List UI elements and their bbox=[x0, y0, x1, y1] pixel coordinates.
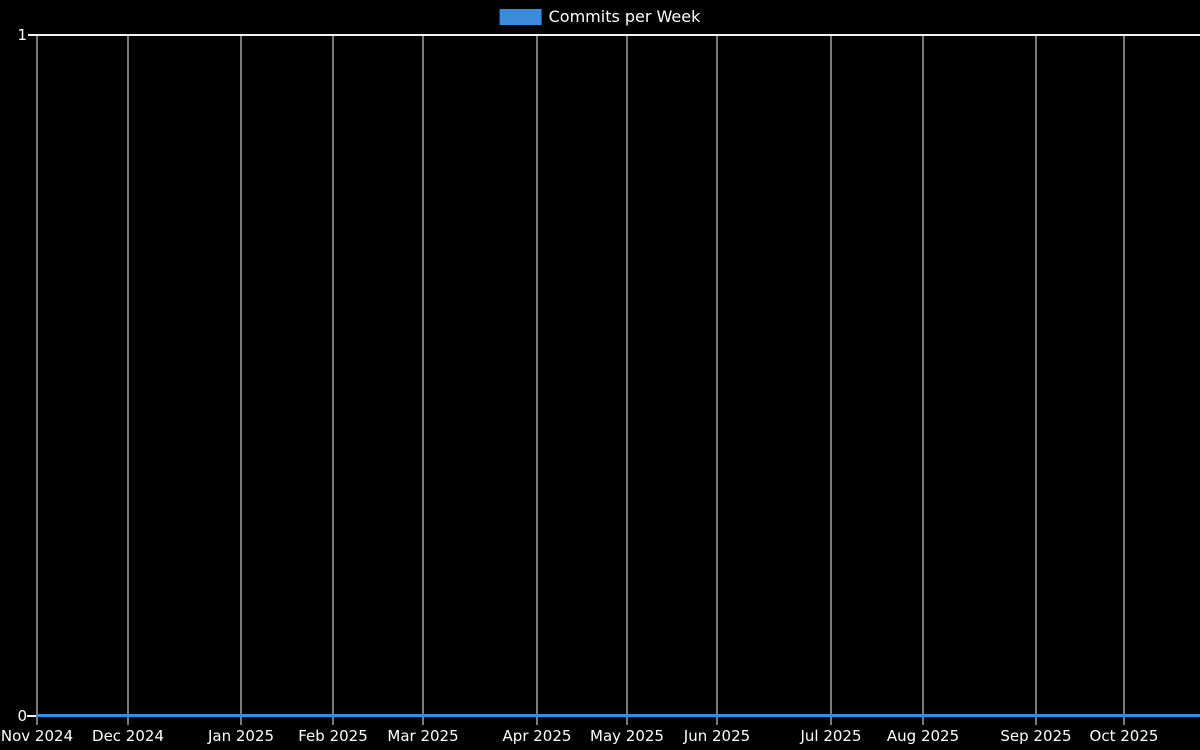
x-tick-label: Sep 2025 bbox=[1000, 727, 1072, 745]
x-gridline bbox=[536, 35, 538, 725]
x-tick-label: Jun 2025 bbox=[683, 727, 751, 745]
series-line-commits-per-week bbox=[36, 714, 1200, 717]
x-gridline bbox=[716, 35, 718, 725]
x-gridline bbox=[626, 35, 628, 725]
y-zero-tick bbox=[27, 715, 37, 717]
x-gridline bbox=[240, 35, 242, 725]
x-tick-label: Jan 2025 bbox=[207, 727, 275, 745]
chart-legend[interactable]: Commits per Week bbox=[499, 7, 701, 26]
legend-swatch-icon bbox=[499, 9, 542, 25]
x-gridline bbox=[922, 35, 924, 725]
x-tick-label: Feb 2025 bbox=[298, 727, 368, 745]
legend-label: Commits per Week bbox=[548, 7, 701, 26]
x-gridline bbox=[1035, 35, 1037, 725]
x-tick-label: May 2025 bbox=[590, 727, 664, 745]
x-gridline bbox=[1123, 35, 1125, 725]
x-tick-label: Jul 2025 bbox=[800, 727, 862, 745]
x-gridline bbox=[422, 35, 424, 725]
y-gridline-top bbox=[28, 34, 1200, 36]
y-tick-label: 1 bbox=[17, 26, 27, 44]
x-gridline bbox=[36, 35, 38, 725]
x-tick-label: Oct 2025 bbox=[1089, 727, 1159, 745]
x-tick-label: Apr 2025 bbox=[502, 727, 572, 745]
x-tick-label: Mar 2025 bbox=[387, 727, 459, 745]
x-tick-label: Aug 2025 bbox=[886, 727, 960, 745]
x-gridline bbox=[332, 35, 334, 725]
x-tick-label: Nov 2024 bbox=[0, 727, 74, 745]
x-tick-label: Dec 2024 bbox=[92, 727, 164, 745]
x-gridline bbox=[127, 35, 129, 725]
x-gridline bbox=[830, 35, 832, 725]
y-tick-label: 0 bbox=[17, 707, 27, 725]
